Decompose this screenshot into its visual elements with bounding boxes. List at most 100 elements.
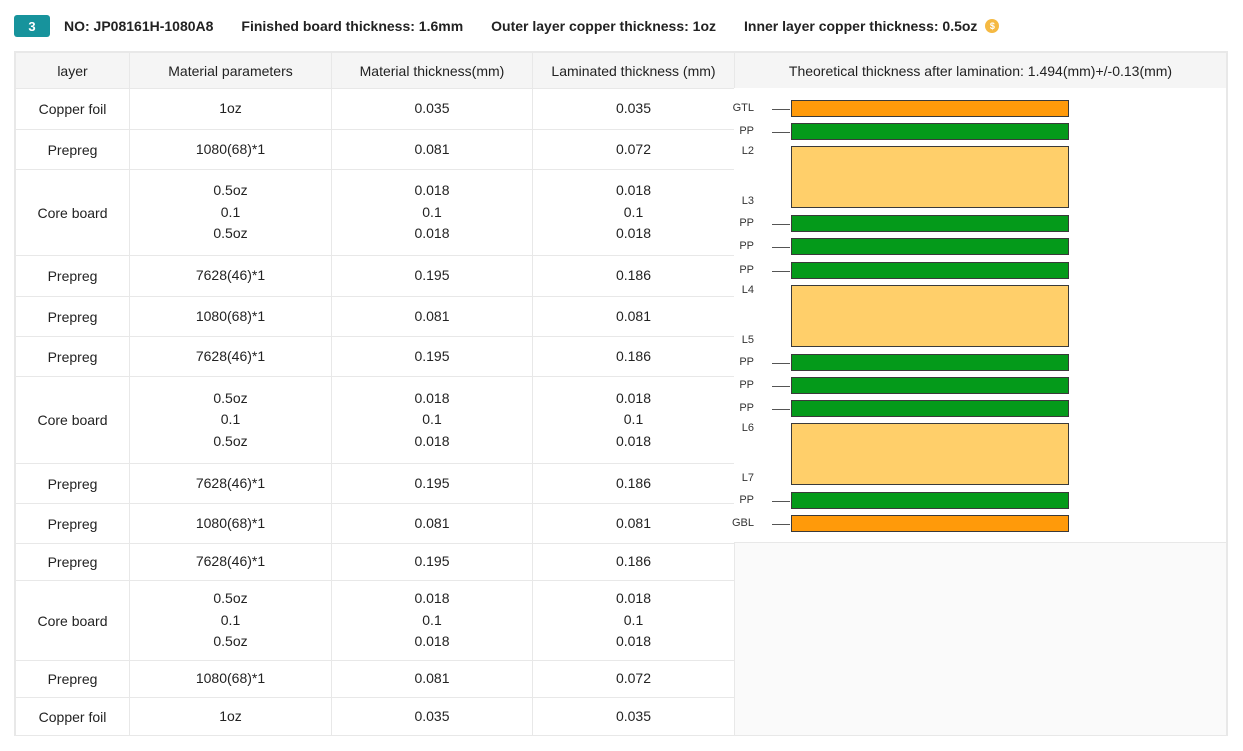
material-thickness-cell-line: 0.018 [414, 633, 450, 650]
layer-cell: Prepreg [15, 336, 130, 377]
material-param-cell-line: 0.5oz [213, 225, 248, 242]
stackup-layer-pp [791, 492, 1069, 509]
table-row: Prepreg 1080(68)*1 0.081 0.081 [15, 503, 1227, 544]
col-header-material-thickness: Material thickness(mm) [331, 52, 533, 89]
material-thickness-cell-line: 0.018 [414, 389, 450, 406]
laminated-thickness-cell-line: 0.081 [615, 307, 652, 324]
material-thickness-cell: 0.035 [331, 697, 533, 736]
material-param-cell-line: 0.5oz [213, 432, 248, 449]
stackup-layer-pp [791, 400, 1069, 417]
material-param-cell: 0.5oz 0.1 0.5oz [129, 376, 332, 464]
col-header-material-parameters: Material parameters [129, 52, 332, 89]
laminated-thickness-cell-line: 0.018 [615, 633, 652, 650]
material-thickness-cell-line: 0.081 [414, 140, 450, 157]
table-header-row: layer Material parameters Material thick… [15, 52, 1227, 89]
material-thickness-cell: 0.195 [331, 463, 533, 504]
material-thickness-cell: 0.195 [331, 255, 533, 297]
material-thickness-cell-line: 0.018 [414, 590, 450, 607]
finished-thickness: Finished board thickness: 1.6mm [241, 18, 464, 34]
material-thickness-cell: 0.195 [331, 543, 533, 581]
stackup-layer-pp [791, 215, 1069, 232]
laminated-thickness-cell: 0.018 0.1 0.018 [532, 580, 735, 661]
laminated-thickness-cell: 0.186 [532, 336, 735, 377]
laminated-thickness-cell: 0.018 0.1 0.018 [532, 169, 735, 256]
stackup-layer-label: L7 [741, 472, 754, 484]
layer-cell: Prepreg [15, 129, 130, 170]
material-thickness-cell-line: 0.195 [414, 553, 450, 570]
laminated-thickness-cell-line: 0.186 [615, 474, 652, 491]
material-thickness-cell-line: 0.081 [414, 670, 450, 687]
stackup-layer-core [791, 285, 1069, 347]
laminated-thickness-cell-line: 0.081 [615, 514, 652, 531]
material-param-cell-line: 7628(46)*1 [195, 347, 266, 364]
laminated-thickness-cell: 0.035 [532, 88, 735, 130]
stackup-layer-label: PP [739, 493, 754, 506]
stackup-panel: layer Material parameters Material thick… [14, 51, 1228, 736]
material-thickness-cell-line: 0.081 [414, 514, 450, 531]
coin-icon[interactable]: $ [985, 19, 1000, 33]
material-param-cell-line: 0.5oz [213, 633, 248, 650]
material-param-cell-line: 1080(68)*1 [195, 670, 266, 687]
stackup-layer-core [791, 146, 1069, 208]
material-param-cell: 7628(46)*1 [129, 255, 332, 297]
stackup-leader-line [772, 132, 790, 133]
table-row: Prepreg 1080(68)*1 0.081 0.072 [15, 660, 1227, 698]
stackup-leader-line [772, 524, 790, 525]
table-row: Prepreg 7628(46)*1 0.195 0.186 [15, 336, 1227, 377]
col-header-layer: layer [15, 52, 130, 89]
laminated-thickness-cell: 0.186 [532, 255, 735, 297]
layer-cell: Prepreg [15, 660, 130, 698]
col-header-laminated-thickness: Laminated thickness (mm) [532, 52, 735, 89]
laminated-thickness-cell: 0.035 [532, 697, 735, 736]
material-thickness-cell-line: 0.195 [414, 474, 450, 491]
stackup-leader-line [772, 247, 790, 248]
layer-cell: Copper foil [15, 88, 130, 130]
material-thickness-cell: 0.081 [331, 129, 533, 170]
material-param-cell: 1oz [129, 88, 332, 130]
laminated-thickness-cell: 0.072 [532, 660, 735, 698]
material-param-cell-line: 0.5oz [213, 590, 248, 607]
material-thickness-cell-line: 0.1 [422, 203, 442, 220]
material-param-cell: 7628(46)*1 [129, 463, 332, 504]
stackup-leader-line [772, 109, 790, 110]
laminated-thickness-cell-line: 0.186 [615, 267, 652, 284]
layer-cell: Prepreg [15, 463, 130, 504]
laminated-thickness-cell-line: 0.018 [615, 182, 652, 199]
laminated-thickness-cell: 0.081 [532, 296, 735, 337]
stackup-layer-label: L3 [741, 195, 754, 207]
laminated-thickness-cell: 0.018 0.1 0.018 [532, 376, 735, 464]
material-thickness-cell-line: 0.1 [422, 411, 442, 428]
layer-cell: Copper foil [15, 697, 130, 736]
stackup-layer-pp [791, 354, 1069, 371]
material-param-cell: 7628(46)*1 [129, 336, 332, 377]
stackup-diagram: GTL PP L2 L3 PP PP PP L4 L5 PP PP PP L6 L7 PP GBL [732, 88, 1226, 543]
inner-copper-thickness: Inner layer copper thickness: 0.5oz [744, 18, 978, 34]
laminated-thickness-cell-line: 0.018 [615, 389, 652, 406]
table-row: Copper foil 1oz 0.035 0.035 [15, 697, 1227, 736]
laminated-thickness-cell-line: 0.018 [615, 432, 652, 449]
material-param-cell-line: 1080(68)*1 [195, 140, 266, 157]
material-thickness-cell-line: 0.035 [414, 707, 450, 724]
outer-copper-thickness: Outer layer copper thickness: 1oz [491, 18, 717, 34]
laminated-thickness-cell-line: 0.018 [615, 225, 652, 242]
material-param-cell-line: 7628(46)*1 [195, 553, 266, 570]
stackup-layer-label: L5 [741, 334, 754, 346]
material-param-cell: 7628(46)*1 [129, 543, 332, 581]
material-param-cell-line: 0.1 [220, 203, 241, 220]
stackup-leader-line [772, 409, 790, 410]
material-param-cell: 1oz [129, 697, 332, 736]
table-row: Prepreg 7628(46)*1 0.195 0.186 [15, 255, 1227, 297]
layer-cell: Prepreg [15, 503, 130, 544]
material-param-cell-line: 0.5oz [213, 182, 248, 199]
stackup-layer-label: PP [739, 378, 754, 391]
material-param-cell-line: 0.1 [220, 411, 241, 428]
stackup-layer-label: GTL [732, 101, 754, 114]
laminated-thickness-cell-line: 0.035 [615, 100, 652, 117]
order-number: NO: JP08161H-1080A8 [64, 18, 214, 34]
material-param-cell-line: 7628(46)*1 [195, 474, 266, 491]
table-row: Core board 0.5oz 0.1 0.5oz 0.018 0.1 0.018 0.01… [15, 376, 1227, 464]
stackup-layer-label: PP [739, 239, 754, 252]
material-param-cell-line: 1oz [219, 100, 242, 117]
material-param-cell: 1080(68)*1 [129, 503, 332, 544]
col-header-theoretical-thickness: Theoretical thickness after lamination: … [734, 52, 1227, 89]
